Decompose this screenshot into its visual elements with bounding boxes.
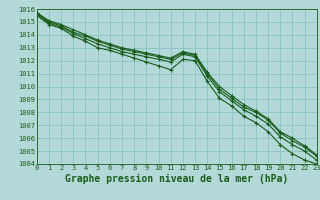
X-axis label: Graphe pression niveau de la mer (hPa): Graphe pression niveau de la mer (hPa) <box>65 174 288 184</box>
